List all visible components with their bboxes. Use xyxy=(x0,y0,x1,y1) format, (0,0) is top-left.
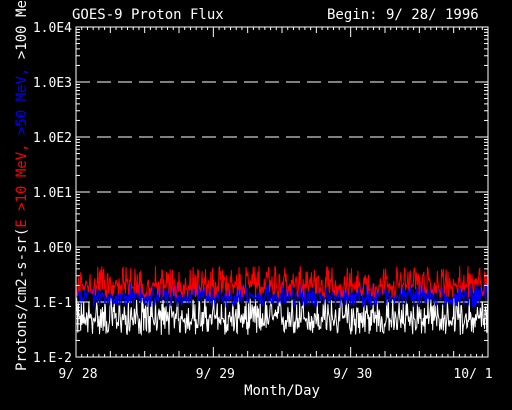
x-axis-label: Month/Day xyxy=(244,383,320,399)
series-line xyxy=(75,265,489,300)
y-label-part: >100 MeV ) xyxy=(14,0,30,59)
y-label-part: E >10 MeV, xyxy=(14,135,30,228)
x-tick-label: 9/ 29 xyxy=(196,367,235,382)
series-line xyxy=(75,297,489,337)
x-tick-label: 9/ 30 xyxy=(333,367,372,382)
begin-date-label: Begin: 9/ 28/ 1996 xyxy=(327,7,479,23)
chart-title: GOES-9 Proton Flux xyxy=(72,7,224,23)
y-tick-label: 1.0E2 xyxy=(33,131,72,146)
data-series xyxy=(75,265,489,337)
x-tick-label: 10/ 1 xyxy=(453,367,492,382)
y-tick-label: 1.0E0 xyxy=(33,241,72,256)
axis-ticks: 1.0E4 1.0E3 1.0E2 1.0E1 1.0E0 1.E-1 1.E-29/ 28… xyxy=(33,21,493,382)
series-line xyxy=(75,283,489,309)
y-tick-label: 1.E-1 xyxy=(33,296,72,311)
x-tick-label: 9/ 28 xyxy=(58,367,97,382)
y-tick-label: 1.0E4 xyxy=(33,21,72,36)
y-label-part: Protons/cm2-s-sr( xyxy=(14,228,30,371)
y-axis-label: Protons/cm2-s-sr(E >10 MeV, >50 MeV, >10… xyxy=(14,0,30,371)
y-tick-label: 1.E-2 xyxy=(33,351,72,366)
y-label-part: >50 MeV, xyxy=(14,59,30,135)
y-tick-label: 1.0E1 xyxy=(33,186,72,201)
y-tick-label: 1.0E3 xyxy=(33,76,72,91)
